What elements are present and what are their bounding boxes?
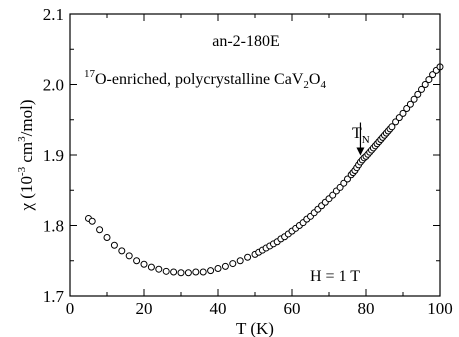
tn-arrow	[356, 122, 365, 156]
data-point	[229, 260, 237, 268]
y-tick-label: 2.0	[43, 76, 64, 95]
y-tick-label: 1.8	[43, 217, 64, 236]
tn-label: TN	[352, 125, 370, 146]
data-point	[184, 269, 192, 277]
y-tick-label: 1.7	[43, 287, 65, 306]
data-point	[177, 269, 185, 277]
data-points-layer	[85, 63, 444, 277]
description-main: O-enriched, polycrystalline CaV	[95, 71, 304, 88]
y-axis-close: /mol)	[17, 99, 36, 136]
data-point	[103, 233, 111, 241]
data-point	[110, 241, 118, 249]
tn-arrow-head	[356, 147, 365, 156]
data-point	[399, 109, 407, 117]
data-point	[410, 95, 418, 103]
data-point	[329, 191, 337, 199]
data-point	[140, 260, 148, 268]
data-point	[244, 253, 252, 261]
ticks-layer: 0 20 40 60 80 100 1.7 1.8 1.9 2.0 2.1	[43, 5, 453, 318]
data-point	[236, 257, 244, 265]
x-tick-label: 40	[210, 299, 227, 318]
x-axis-title: T (K)	[236, 319, 274, 337]
sample-description: 17O-enriched, polycrystalline CaV2O4	[84, 68, 326, 91]
tn-subscript: N	[362, 134, 370, 146]
data-point	[403, 104, 411, 112]
y-tick-label: 1.9	[43, 146, 64, 165]
field-label: H = 1 T	[310, 268, 360, 285]
data-point	[421, 81, 429, 88]
description-subscript-2: 4	[320, 79, 326, 91]
x-tick-label: 0	[66, 299, 75, 318]
description-subscript-1: 2	[303, 79, 309, 91]
data-point	[425, 76, 433, 84]
data-point	[344, 175, 351, 183]
y-axis-unit-cm: cm	[17, 142, 36, 167]
data-point	[214, 265, 222, 273]
data-point	[418, 85, 425, 93]
plot-frame	[69, 13, 441, 297]
data-point	[340, 179, 348, 187]
sample-label: an-2-180E	[212, 33, 280, 50]
data-point	[133, 257, 141, 265]
data-point	[96, 226, 104, 234]
data-point	[395, 114, 403, 122]
x-tick-label: 80	[358, 299, 375, 318]
data-point	[170, 268, 178, 276]
data-point	[221, 262, 229, 270]
data-point	[88, 217, 96, 225]
data-point	[192, 268, 200, 276]
tn-letter: T	[352, 125, 362, 142]
y-axis-symbol: χ	[17, 203, 36, 212]
data-point	[199, 268, 207, 276]
y-axis-exponent-1: -3	[16, 166, 28, 176]
data-point	[392, 118, 400, 126]
isotope-superscript: 17	[84, 68, 96, 80]
data-point	[388, 123, 396, 131]
data-point	[406, 100, 414, 108]
x-tick-label: 20	[136, 299, 153, 318]
x-tick-label: 100	[427, 299, 453, 318]
description-oxygen: O	[309, 71, 321, 88]
data-point	[429, 71, 437, 79]
data-point	[125, 252, 133, 260]
data-point	[207, 267, 215, 275]
y-axis-exponent-2: 3	[16, 136, 28, 142]
y-axis-title: χ (10-3 cm3/mol)	[16, 99, 36, 211]
y-tick-label: 2.1	[43, 5, 64, 24]
data-point	[155, 265, 163, 273]
data-point	[118, 247, 126, 255]
data-point	[162, 267, 170, 275]
data-point	[414, 90, 422, 98]
x-tick-label: 60	[284, 299, 301, 318]
y-axis-open: (10	[17, 176, 36, 203]
data-point	[336, 183, 344, 191]
data-point	[147, 263, 155, 271]
